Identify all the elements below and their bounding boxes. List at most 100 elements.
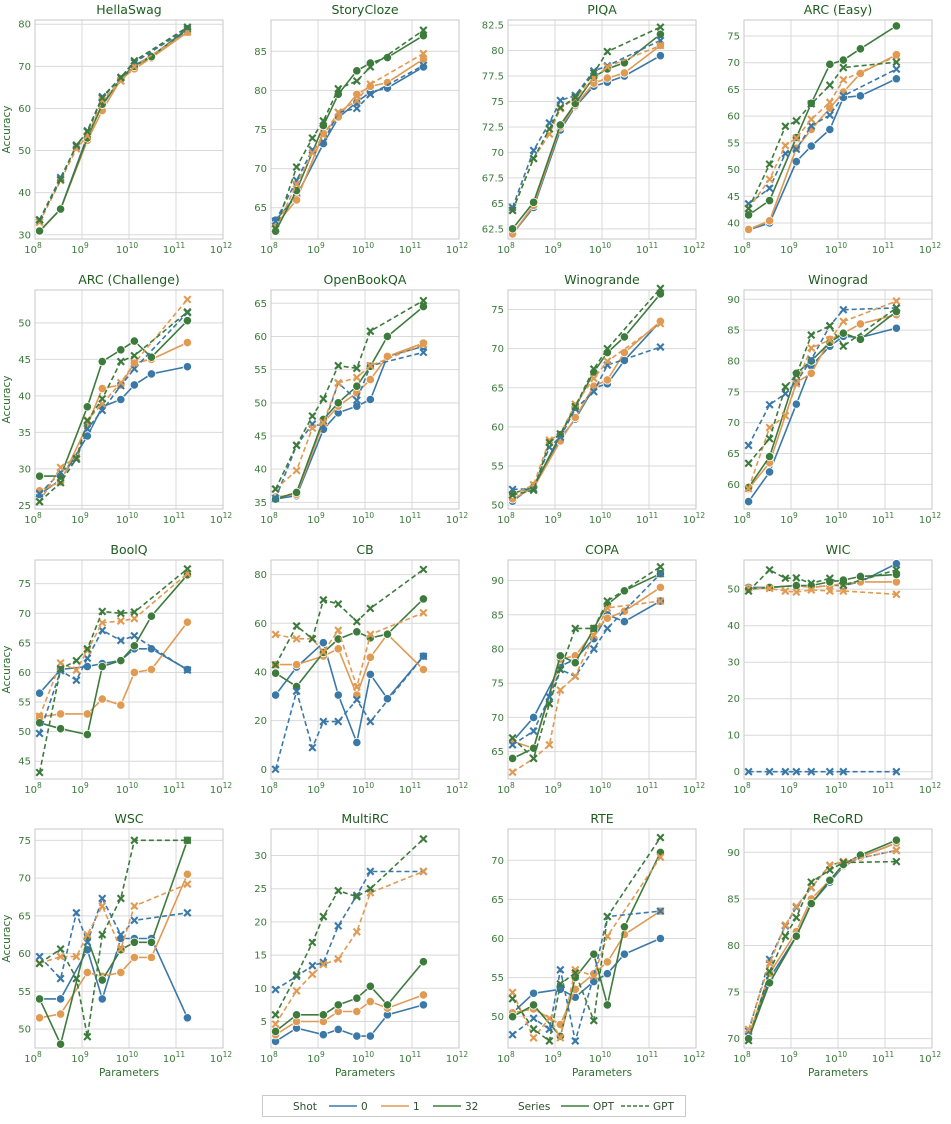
data-point-x-marker — [56, 952, 65, 961]
series-opt-shot-32 — [270, 594, 429, 692]
data-point-circle-marker — [570, 658, 580, 668]
x-tick-label: 108 — [497, 1050, 515, 1065]
x-tick-exponent: 9 — [557, 1050, 562, 1059]
series-line — [39, 320, 188, 477]
data-point-circle-marker — [34, 994, 45, 1004]
data-point-x-marker — [352, 927, 361, 936]
x-tick-label: 1011 — [163, 781, 186, 796]
data-point-x-marker — [839, 858, 848, 867]
data-point-circle-marker — [528, 712, 539, 723]
y-tick-label: 60 — [254, 332, 267, 343]
data-point-x-marker — [825, 767, 834, 776]
x-tick-label: 1012 — [210, 781, 233, 796]
y-tick-label: 65 — [491, 747, 504, 758]
x-tick-label: 109 — [544, 511, 562, 526]
y-tick-label: 70 — [727, 58, 740, 69]
x-tick-exponent: 10 — [129, 781, 139, 790]
series-opt-shot-32 — [34, 316, 193, 481]
panel-record: 108 109 1010 1011 10127075808590ReCoRDParame… — [727, 811, 941, 1079]
x-tick-exponent: 12 — [696, 1050, 706, 1059]
data-point-x-marker — [319, 116, 328, 125]
x-tick-label: 1011 — [163, 511, 186, 526]
x-tick-label: 1010 — [825, 511, 848, 526]
data-point-x-marker — [656, 833, 665, 842]
data-point-x-marker — [352, 373, 361, 382]
series-line — [747, 55, 897, 210]
series-line — [511, 26, 661, 211]
data-point-x-marker — [419, 61, 428, 70]
data-point-x-marker — [807, 330, 816, 340]
data-point-circle-marker — [129, 380, 139, 390]
data-point-x-marker — [130, 836, 139, 845]
data-point-circle-marker — [333, 690, 343, 700]
y-tick-label: 65 — [18, 911, 31, 922]
data-point-circle-marker — [116, 967, 126, 978]
data-point-x-marker — [807, 355, 816, 364]
data-point-x-marker — [781, 411, 790, 420]
data-point-x-marker — [352, 396, 361, 405]
data-point-circle-marker — [129, 641, 139, 651]
series-line — [38, 28, 188, 220]
data-point-x-marker — [319, 394, 328, 403]
y-tick-label: 40 — [18, 188, 31, 199]
x-tick-exponent: 12 — [932, 241, 942, 250]
series-line — [748, 587, 897, 596]
x-tick-label: 109 — [71, 511, 89, 526]
x-tick-exponent: 8 — [510, 781, 515, 790]
x-tick-exponent: 8 — [746, 781, 751, 790]
data-point-x-marker — [571, 672, 580, 681]
series-line — [512, 852, 662, 1038]
y-tick-label: 40 — [18, 391, 31, 402]
data-point-x-marker — [545, 438, 554, 447]
data-point-x-marker — [308, 961, 317, 970]
data-point-x-marker — [366, 717, 375, 726]
y-tick-label: 40 — [727, 218, 740, 229]
data-point-x-marker — [839, 767, 848, 776]
x-tick-label: 1011 — [872, 241, 895, 256]
y-tick-label: 65 — [491, 895, 504, 906]
data-point-circle-marker — [806, 141, 816, 151]
x-tick-label: 1011 — [636, 781, 659, 796]
data-point-x-marker — [556, 1033, 565, 1042]
data-point-x-marker — [529, 754, 538, 763]
data-point-circle-marker — [365, 1031, 375, 1041]
data-point-x-marker — [529, 154, 538, 163]
data-point-circle-marker — [82, 661, 92, 672]
y-tick-label: 85 — [727, 894, 740, 905]
y-tick-label: 70 — [491, 856, 504, 867]
x-tick-exponent: 10 — [365, 781, 375, 790]
data-point-circle-marker — [333, 634, 343, 644]
data-point-circle-marker — [34, 226, 45, 236]
data-point-x-marker — [545, 1014, 554, 1023]
x-tick-exponent: 12 — [223, 241, 233, 250]
x-tick-label: 1011 — [636, 511, 659, 526]
x-tick-exponent: 12 — [459, 241, 469, 250]
x-axis-label: Parameters — [335, 1067, 395, 1079]
data-point-x-marker — [781, 767, 790, 776]
legend-shot-title: Shot — [293, 1101, 317, 1113]
y-tick-label: 55 — [727, 138, 740, 149]
x-tick-exponent: 8 — [746, 1050, 751, 1059]
x-tick-exponent: 8 — [37, 1050, 42, 1059]
data-point-circle-marker — [855, 571, 866, 582]
data-point-x-marker — [792, 134, 801, 143]
series-line — [39, 29, 188, 232]
data-point-x-marker — [781, 122, 790, 131]
x-tick-label: 1010 — [589, 241, 612, 256]
y-tick-label: 75 — [727, 387, 740, 398]
data-point-x-marker — [744, 767, 753, 776]
data-point-x-marker — [556, 685, 565, 695]
y-tick-label: 75 — [18, 579, 31, 590]
series-line — [275, 598, 424, 688]
data-point-circle-marker — [97, 975, 107, 985]
series-gpt-shot-1 — [271, 49, 428, 233]
y-tick-label: 82.5 — [482, 21, 504, 32]
series-gpt-shot-32 — [271, 565, 428, 669]
data-point-circle-marker — [855, 91, 866, 101]
data-point-x-marker — [744, 441, 753, 450]
data-point-x-marker — [656, 907, 665, 916]
data-point-x-marker — [183, 880, 192, 889]
x-tick-exponent: 8 — [510, 511, 515, 520]
data-point-x-marker — [603, 357, 612, 366]
